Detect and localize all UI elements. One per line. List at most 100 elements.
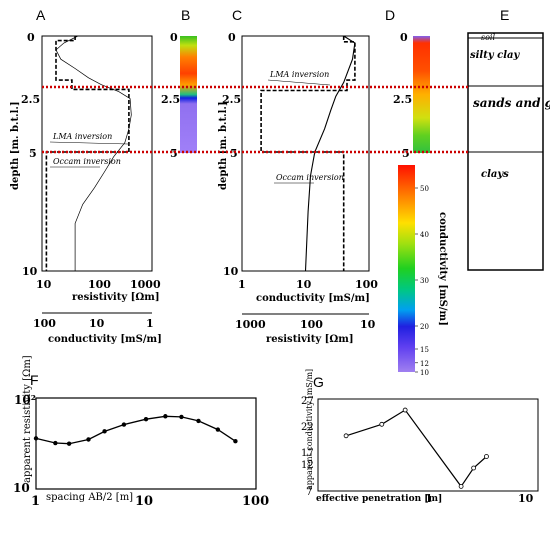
panel-f-data-point [163, 414, 168, 419]
colorbar [398, 165, 415, 372]
panel-g-ytick-17: 17 [301, 448, 314, 459]
panel-b-ytick-5: 5 [170, 147, 178, 160]
panel-f-data-point [66, 441, 72, 446]
colorbar-tick-label: 15 [420, 346, 429, 354]
panel-f-data-point [143, 416, 149, 422]
panel-g-xlabel: effective penetration [m] [316, 494, 442, 504]
panel-c-lma-note: LMA inversion [269, 70, 329, 79]
panel-a-ytick-5: 5 [29, 147, 37, 160]
panel-a-lma-leader [49, 141, 129, 145]
panel-g-data-point [402, 407, 408, 413]
panel-f-data-point [86, 437, 91, 442]
panel-f-xtick-1: 1 [31, 494, 40, 509]
panel-g-curve [345, 409, 487, 488]
panel-letter-g: G [313, 374, 324, 390]
panel-a-occam-note: Occam inversion [53, 157, 121, 166]
panel-b-colorstrip [180, 36, 197, 153]
panel-c-xtick-10: 10 [296, 278, 312, 291]
panel-f-frame [35, 397, 257, 490]
panel-e-layer-sands: sands and gravels [473, 96, 550, 110]
panel-c-occam-note: Occam inversion [276, 173, 344, 182]
panel-c-ytick-2-5: 2.5 [222, 93, 241, 106]
panel-letter-a: A [36, 7, 46, 23]
colorbar-tick-label: 50 [420, 185, 429, 193]
panel-a-x2tick-10: 10 [89, 317, 105, 330]
panel-g-ytick-12: 12 [301, 460, 314, 471]
panel-g-xtick-10: 10 [518, 492, 534, 505]
panel-f-xtick-100: 100 [242, 494, 269, 509]
panel-g-data-point [343, 433, 349, 439]
colorbar-label: conductivity [mS/m] [437, 212, 448, 326]
panel-c-ytick-5: 5 [230, 147, 238, 160]
colorbar-tick-label: 12 [420, 360, 429, 368]
panel-e-layer-sands-text: sands and gravels [473, 96, 550, 110]
panel-f: 10² 10 apparent resistivity [Ωm] 1 10 10… [13, 355, 269, 509]
panel-f-data-point [196, 418, 201, 424]
panel-f-data-point [179, 414, 184, 420]
panel-g-ytick-27: 27 [301, 396, 314, 407]
panel-c-x2tick-100: 100 [300, 318, 323, 331]
panel-d-colorstrip [413, 36, 430, 153]
panel-c-ytick-0: 0 [228, 31, 236, 44]
panel-a-x2tick-100: 100 [33, 317, 56, 330]
panel-c-x2tick-1000: 1000 [235, 318, 266, 331]
panel-a-xlabel: resistivity [Ωm] [72, 292, 160, 303]
panel-letter-e: E [500, 7, 509, 23]
panel-e-layer-clays: clays [481, 169, 509, 180]
panel-letter-c: C [232, 7, 242, 23]
panel-c-xtick-100: 100 [355, 278, 378, 291]
panel-d-ytick-2-5: 2.5 [393, 93, 412, 106]
panel-a-x2label: conductivity [mS/m] [48, 334, 162, 345]
panel-f-ytick-10: 10 [13, 481, 30, 495]
panel-a-ylabel: depth [m. b.t.l.] [10, 101, 21, 190]
panel-f-data-point [233, 439, 238, 444]
panel-c-xlabel: conductivity [mS/m] [256, 293, 370, 304]
panel-a-xtick-100: 100 [88, 278, 111, 291]
panel-f-data-point [121, 422, 127, 427]
panel-c: 0 2.5 5 10 depth [m. b.t.l.] 1 10 100 co… [218, 31, 378, 345]
panel-a-ytick-2-5: 2.5 [21, 93, 40, 106]
panel-g-frame [317, 398, 539, 492]
colorbar-tick-label: 30 [420, 277, 429, 285]
panel-c-x2label: resistivity [Ωm] [266, 334, 354, 345]
panel-g-ylabel: apparent conductivity [mS/m] [305, 369, 314, 490]
panel-c-ylabel: depth [m. b.t.l.] [218, 101, 229, 190]
panel-a-xtick-1000: 1000 [130, 278, 161, 291]
panel-a-ytick-0: 0 [27, 31, 35, 44]
panel-f-data-point [33, 436, 39, 441]
panel-letter-d: D [385, 7, 395, 23]
panel-c-occam-curve [304, 35, 356, 272]
panel-e-layer-soil: soil [481, 33, 495, 42]
panel-f-ylabel: apparent resistivity [Ωm] [22, 355, 33, 483]
panel-g-data-point [379, 421, 385, 427]
panel-c-occam-note-text: Occam inversion [276, 173, 344, 182]
panel-f-curve [35, 415, 236, 445]
panel-c-x2tick-10: 10 [360, 318, 376, 331]
panel-b: 0 2.5 5 [161, 31, 197, 160]
panel-e-layer-silty-clay: silty clay [470, 50, 521, 61]
panel-c-lma-leader [267, 79, 331, 86]
panel-a-ytick-10: 10 [22, 265, 38, 278]
panel-b-ytick-2-5: 2.5 [161, 93, 180, 106]
panel-g-data-point [484, 454, 489, 459]
panel-letter-f: F [30, 372, 39, 388]
panel-f-points [33, 414, 238, 446]
panel-g-data-point [471, 465, 477, 471]
panel-a: 0 2.5 5 10 depth [m. b.t.l.] 10 100 1000… [10, 31, 162, 345]
panel-d-ytick-0: 0 [400, 31, 408, 44]
colorbar-tick-label: 40 [420, 231, 429, 239]
panel-g-xtick-1: 1 [425, 492, 433, 505]
panel-g: 27 22 17 12 7 apparent conductivity [mS/… [301, 369, 539, 505]
panel-a-lma-note: LMA inversion [52, 132, 112, 141]
colorbar-tick-label: 20 [420, 323, 429, 331]
panel-a-occam-curve [55, 35, 132, 271]
panel-c-lma-curve [260, 36, 356, 271]
panel-f-data-point [215, 427, 221, 432]
panel-c-ytick-10: 10 [223, 265, 239, 278]
colorbar-tick-label: 10 [420, 369, 429, 377]
panel-g-points [343, 407, 489, 489]
panel-g-data-point [458, 483, 464, 489]
panel-d-ytick-5: 5 [402, 147, 410, 160]
